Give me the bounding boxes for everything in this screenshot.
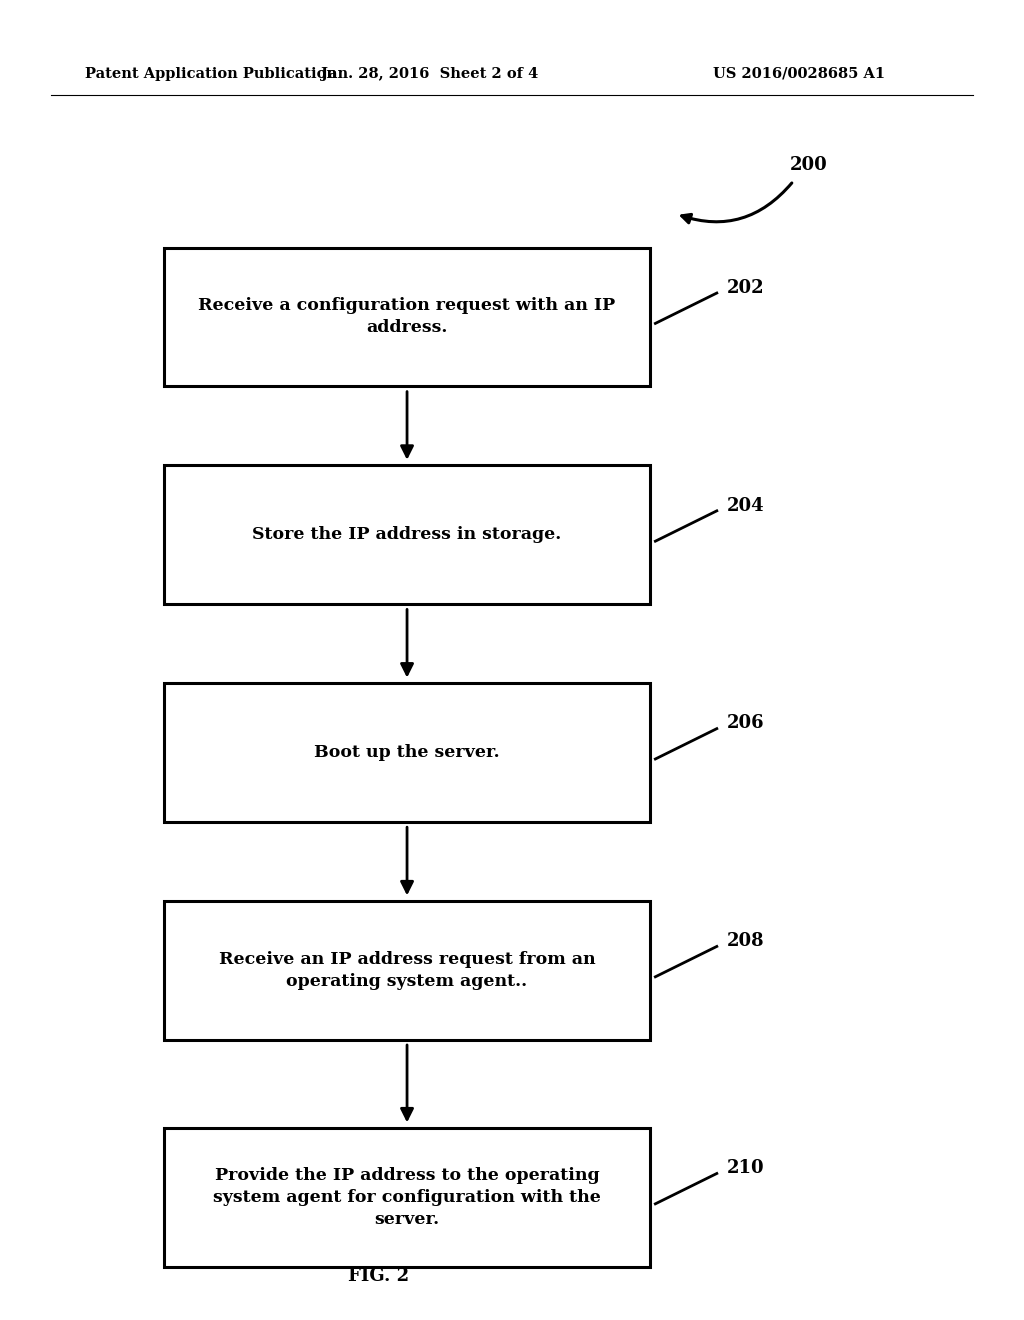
Bar: [164, 1127, 650, 1267]
Text: Receive an IP address request from an
operating system agent..: Receive an IP address request from an op…: [219, 950, 595, 990]
Text: 200: 200: [791, 156, 827, 174]
Bar: [164, 900, 650, 1040]
Text: FIG. 2: FIG. 2: [348, 1267, 410, 1286]
Text: Store the IP address in storage.: Store the IP address in storage.: [252, 527, 562, 543]
Text: 204: 204: [727, 496, 765, 515]
Bar: [164, 465, 650, 605]
Text: 202: 202: [727, 279, 765, 297]
Text: Boot up the server.: Boot up the server.: [314, 744, 500, 760]
Text: Receive a configuration request with an IP
address.: Receive a configuration request with an …: [199, 297, 615, 337]
Text: Patent Application Publication: Patent Application Publication: [85, 67, 337, 81]
Text: 208: 208: [727, 932, 765, 950]
Text: Jan. 28, 2016  Sheet 2 of 4: Jan. 28, 2016 Sheet 2 of 4: [322, 67, 539, 81]
Text: Provide the IP address to the operating
system agent for configuration with the
: Provide the IP address to the operating …: [213, 1167, 601, 1228]
Text: US 2016/0028685 A1: US 2016/0028685 A1: [713, 67, 885, 81]
Text: 206: 206: [727, 714, 765, 733]
Text: 210: 210: [727, 1159, 765, 1177]
Bar: [164, 684, 650, 821]
Bar: [164, 248, 650, 385]
FancyArrowPatch shape: [682, 183, 792, 223]
